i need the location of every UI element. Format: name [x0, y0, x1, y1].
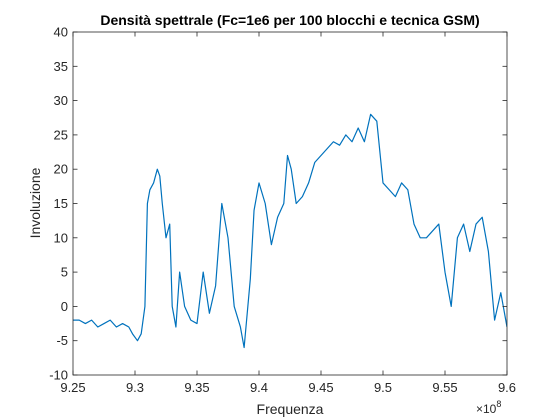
x-tick-label: 9.6	[498, 380, 516, 395]
y-tick-label: 25	[54, 127, 68, 142]
y-tick-label: 5	[61, 265, 68, 280]
y-tick-label: -10	[49, 368, 68, 383]
x-exponent-base: ×10	[476, 402, 497, 416]
x-tick-label: 9.25	[60, 380, 85, 395]
series-line-0	[73, 113, 507, 349]
y-axis-label: Involuzione	[27, 167, 43, 238]
y-tick-label: 30	[54, 93, 68, 108]
x-tick-label: 9.4	[250, 380, 268, 395]
y-tick-label: 15	[54, 196, 68, 211]
x-exponent-power: 8	[496, 399, 501, 409]
y-tick-label: 0	[61, 299, 68, 314]
y-tick-label: 10	[54, 230, 68, 245]
x-axis-label: Frequenza	[257, 401, 324, 417]
x-exponent-label: ×108	[476, 399, 501, 416]
y-tick-label: -5	[56, 333, 68, 348]
chart-title: Densità spettrale (Fc=1e6 per 100 blocch…	[100, 12, 479, 28]
y-tick-label: 40	[54, 25, 68, 40]
x-tick-label: 9.45	[308, 380, 333, 395]
y-tick-label: 20	[54, 162, 68, 177]
x-tick-label: 9.5	[374, 380, 392, 395]
x-tick-label: 9.3	[126, 380, 144, 395]
y-tick-label: 35	[54, 59, 68, 74]
x-tick-label: 9.55	[432, 380, 457, 395]
x-tick-label: 9.35	[184, 380, 209, 395]
